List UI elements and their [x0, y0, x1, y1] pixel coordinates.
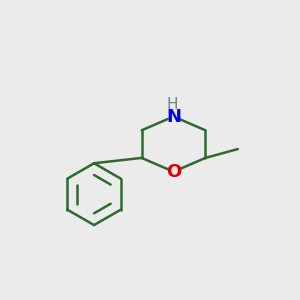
Text: N: N: [166, 107, 181, 125]
Text: O: O: [166, 163, 181, 181]
Text: H: H: [166, 97, 178, 112]
